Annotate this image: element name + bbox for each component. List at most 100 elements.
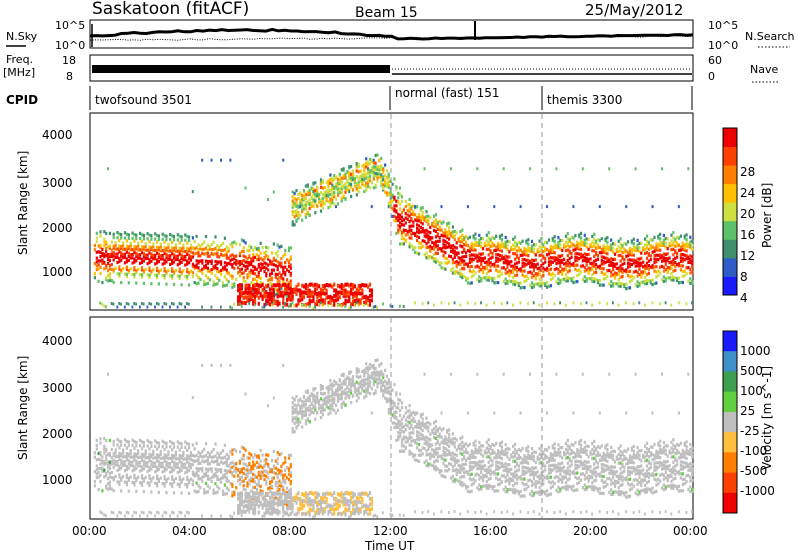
power-echo-cell <box>414 246 417 250</box>
power-echo-cell <box>497 257 500 261</box>
power-echo-cell <box>355 287 358 292</box>
power-echo-cell <box>384 182 387 186</box>
velocity-echo-cell <box>368 507 372 512</box>
velocity-echo-cell <box>135 466 138 471</box>
power-echo-cell <box>297 288 300 293</box>
power-echo-cell <box>120 246 123 250</box>
velocity-echo-cell <box>252 510 255 515</box>
velocity-echo-cell <box>204 471 208 475</box>
power-echo-cell <box>474 237 477 241</box>
power-echo-cell <box>523 286 526 290</box>
power-echo-cell <box>304 291 307 295</box>
power-echo-cell <box>139 261 142 265</box>
power-echo-cell <box>246 260 249 264</box>
power-echo-cell <box>576 263 579 267</box>
power-echo-cell <box>645 246 649 250</box>
velocity-echo-cell <box>221 449 225 453</box>
velocity-echo-cell <box>244 468 247 472</box>
velocity-echo-cell <box>304 513 307 517</box>
power-echo-cell <box>291 205 294 209</box>
power-echo-cell <box>598 266 601 270</box>
power-echo-cell <box>163 249 166 253</box>
velocity-echo-cell <box>180 442 183 446</box>
velocity-echo-cell <box>127 440 130 444</box>
power-echo-cell <box>627 269 630 274</box>
power-echo-cell <box>400 199 404 203</box>
power-echo-cell <box>108 231 111 235</box>
power-echo-cell <box>97 263 100 267</box>
velocity-echo-cell <box>370 374 373 378</box>
velocity-echo-cell <box>154 461 157 465</box>
power-echo-cell <box>523 279 526 283</box>
power-echo-cell <box>662 259 665 263</box>
power-echo-cell <box>246 264 249 268</box>
power-echo-cell <box>370 298 373 303</box>
velocity-echo-cell <box>299 420 302 424</box>
velocity-echo-cell <box>231 473 234 477</box>
power-echo-cell <box>563 243 566 247</box>
velocity-echo-cell <box>321 403 324 407</box>
power-echo-cell <box>466 237 470 241</box>
power-echo-cell <box>530 285 534 289</box>
velocity-echo-cell <box>269 489 272 493</box>
power-echo-cell <box>542 274 545 278</box>
power-echo-cell <box>591 267 594 272</box>
power-ytick-3000: 3000 <box>42 176 73 190</box>
power-echo-cell <box>655 257 658 261</box>
power-echo-cell <box>521 269 524 273</box>
velocity-echo-cell <box>157 445 160 449</box>
power-echo-cell <box>500 249 503 253</box>
power-echo-cell <box>203 264 206 269</box>
power-echo-cell <box>561 271 564 275</box>
power-echo-cell <box>165 256 168 260</box>
power-echo-cell <box>672 231 675 235</box>
power-echo-cell <box>233 240 236 244</box>
power-echo-cell <box>434 222 437 226</box>
power-echo-cell <box>184 263 187 267</box>
power-echo-cell <box>286 294 289 298</box>
velocity-echo-cell <box>125 475 128 479</box>
power-echo-cell <box>293 191 296 195</box>
power-echo-cell <box>156 245 159 249</box>
power-echo-cell <box>470 275 473 279</box>
power-echo-cell <box>451 266 454 271</box>
velocity-echo-cell <box>174 462 177 466</box>
velocity-echo-cell <box>246 494 249 499</box>
power-echo-cell <box>395 218 398 223</box>
power-echo-cell <box>440 266 443 270</box>
power-echo-cell <box>242 263 245 268</box>
power-echo-cell <box>385 184 388 189</box>
power-echo-cell <box>351 302 355 307</box>
power-echo-cell <box>570 244 573 248</box>
velocity-echo-cell <box>342 382 345 386</box>
velocity-echo-cell <box>374 359 377 363</box>
power-echo-cell <box>595 251 598 255</box>
velocity-echo-cell <box>110 475 113 480</box>
velocity-echo-cell <box>293 410 296 414</box>
velocity-echo-cell <box>204 459 208 463</box>
power-echo-cell <box>583 258 586 263</box>
power-echo-cell <box>355 182 358 186</box>
power-echo-cell <box>412 220 415 224</box>
power-echo-cell <box>246 248 249 252</box>
power-echo-cell <box>171 274 174 278</box>
velocity-echo-cell <box>316 395 319 399</box>
velocity-echo-cell <box>156 466 159 470</box>
power-echo-cell <box>118 244 121 248</box>
power-echo-cell <box>412 210 415 214</box>
velocity-echo-cell <box>263 514 266 518</box>
power-echo-cell <box>259 276 262 280</box>
velocity-echo-cell <box>135 479 138 483</box>
power-echo-cell <box>263 269 266 274</box>
velocity-echo-cell <box>197 484 200 488</box>
power-echo-cell <box>538 253 541 258</box>
velocity-echo-cell <box>216 474 219 479</box>
power-echo-cell <box>142 269 145 273</box>
power-echo-cell <box>574 263 577 267</box>
power-echo-cell <box>444 267 447 271</box>
power-echo-cell <box>204 263 208 267</box>
power-echo-cell <box>536 282 539 286</box>
power-echo-cell <box>342 174 345 178</box>
velocity-echo-cell <box>297 403 300 407</box>
velocity-echo-cell <box>272 449 275 453</box>
